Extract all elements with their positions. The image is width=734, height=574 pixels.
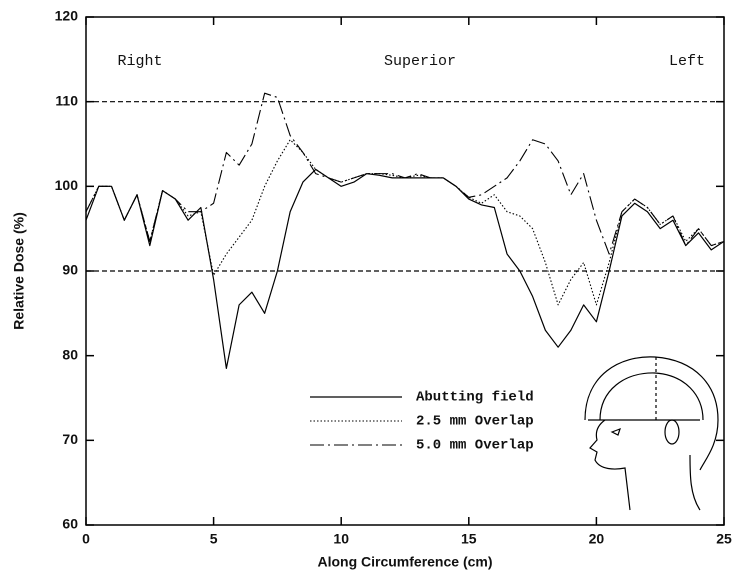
series-line [85,139,725,306]
plot-frame [85,16,725,526]
legend-label: Abutting field [416,390,534,406]
x-tick-label: 20 [589,531,605,547]
y-tick-label: 80 [62,346,78,362]
y-tick-label: 90 [62,262,78,278]
y-tick-label: 70 [62,431,78,447]
annotation: Superior [384,53,456,70]
y-tick-label: 120 [55,8,79,24]
legend-label: 2.5 mm Overlap [416,414,534,430]
x-tick-label: 25 [716,531,732,547]
annotation: Left [669,53,705,70]
x-axis-label: Along Circumference (cm) [317,554,492,570]
x-tick-label: 5 [210,531,218,547]
series-line [85,92,725,255]
y-axis-label: Relative Dose (%) [11,212,27,329]
y-tick-label: 60 [62,516,78,532]
legend-label: 5.0 mm Overlap [416,438,534,454]
x-tick-label: 10 [333,531,349,547]
y-tick-label: 100 [55,177,79,193]
series-line [85,168,725,369]
y-tick-label: 110 [55,92,78,108]
annotation: Right [117,53,162,70]
x-tick-label: 0 [82,531,90,547]
x-tick-label: 15 [461,531,477,547]
head-icon [584,356,719,511]
